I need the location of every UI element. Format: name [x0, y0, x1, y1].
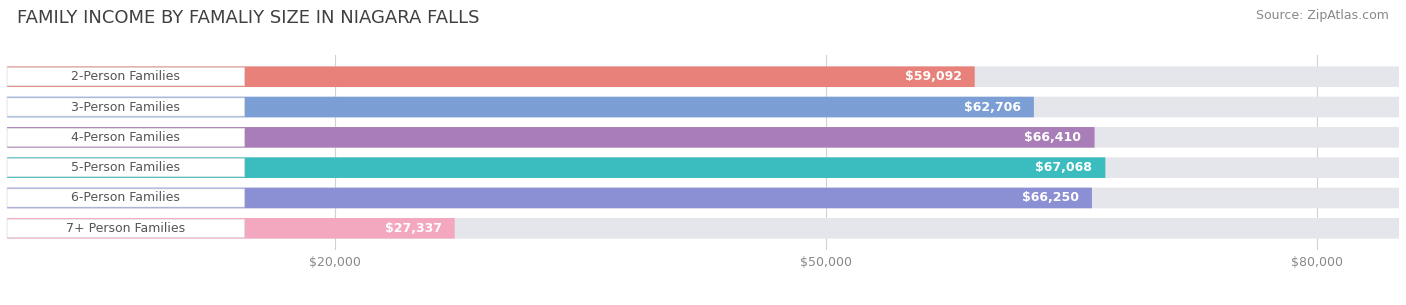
FancyBboxPatch shape [7, 188, 1399, 208]
Text: FAMILY INCOME BY FAMALIY SIZE IN NIAGARA FALLS: FAMILY INCOME BY FAMALIY SIZE IN NIAGARA… [17, 9, 479, 27]
FancyBboxPatch shape [7, 157, 1399, 178]
FancyBboxPatch shape [7, 66, 1399, 87]
Text: 7+ Person Families: 7+ Person Families [66, 222, 186, 235]
FancyBboxPatch shape [7, 97, 1033, 117]
Text: $67,068: $67,068 [1035, 161, 1092, 174]
FancyBboxPatch shape [7, 98, 245, 116]
FancyBboxPatch shape [7, 128, 245, 146]
Text: $62,706: $62,706 [963, 101, 1021, 113]
FancyBboxPatch shape [7, 127, 1399, 148]
FancyBboxPatch shape [7, 189, 245, 207]
FancyBboxPatch shape [7, 157, 1105, 178]
FancyBboxPatch shape [7, 218, 1399, 239]
Text: 4-Person Families: 4-Person Families [72, 131, 180, 144]
FancyBboxPatch shape [7, 159, 245, 177]
Text: $27,337: $27,337 [385, 222, 441, 235]
FancyBboxPatch shape [7, 218, 454, 239]
FancyBboxPatch shape [7, 97, 1399, 117]
Text: $66,410: $66,410 [1025, 131, 1081, 144]
Text: 6-Person Families: 6-Person Families [72, 192, 180, 204]
FancyBboxPatch shape [7, 68, 245, 86]
FancyBboxPatch shape [7, 66, 974, 87]
Text: 3-Person Families: 3-Person Families [72, 101, 180, 113]
FancyBboxPatch shape [7, 127, 1094, 148]
FancyBboxPatch shape [7, 188, 1092, 208]
Text: $66,250: $66,250 [1022, 192, 1078, 204]
Text: 5-Person Families: 5-Person Families [72, 161, 180, 174]
Text: 2-Person Families: 2-Person Families [72, 70, 180, 83]
FancyBboxPatch shape [7, 219, 245, 237]
Text: Source: ZipAtlas.com: Source: ZipAtlas.com [1256, 9, 1389, 22]
Text: $59,092: $59,092 [904, 70, 962, 83]
